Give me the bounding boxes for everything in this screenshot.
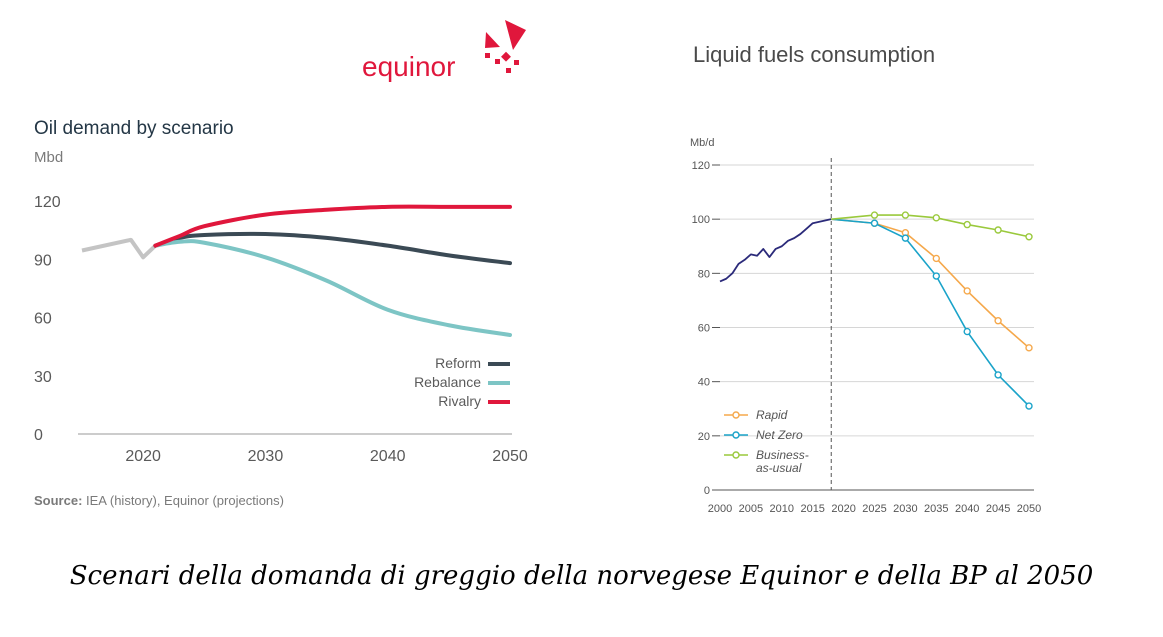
right-legend-label-net-zero: Net Zero: [756, 428, 803, 442]
right-y-tick-label: 80: [698, 268, 710, 280]
right-y-tick-label: 120: [692, 160, 710, 172]
equinor-logo-text: equinor: [362, 51, 455, 82]
right-point-net-zero: [901, 234, 910, 242]
right-y-tick-label: 60: [698, 323, 710, 335]
right-x-tick-label: 2040: [955, 503, 979, 515]
right-x-tick-label: 2015: [800, 503, 824, 515]
right-y-tick-label: 100: [692, 214, 710, 226]
equinor-logo-icon: [485, 20, 526, 73]
left-legend-label-rivalry: Rivalry: [438, 393, 481, 409]
right-point-rapid: [932, 254, 940, 263]
left-x-tick-label: 2020: [125, 448, 161, 465]
right-point-rapid: [994, 317, 1002, 325]
left-x-tick-label: 2030: [248, 448, 284, 465]
right-point-net-zero: [870, 219, 879, 227]
left-legend-label-reform: Reform: [435, 355, 481, 371]
right-point-net-zero: [1025, 402, 1033, 410]
left-x-tick-label: 2050: [492, 448, 528, 465]
left-y-tick-label: 0: [34, 427, 43, 444]
right-point-business-as-usual: [870, 211, 879, 219]
right-legend-marker-rapid: [732, 411, 740, 419]
left-y-tick-label: 120: [34, 194, 61, 211]
left-x-tick-label: 2040: [370, 448, 406, 465]
right-legend-label-rapid: Rapid: [756, 408, 788, 422]
right-x-tick-label: 2000: [708, 503, 732, 515]
right-legend-marker-net-zero: [732, 431, 740, 439]
left-chart-title: Oil demand by scenario: [34, 118, 234, 139]
left-chart: 0 30 60 90 120 2020 2030 2040 2050 Reform Rebalanc…: [34, 194, 528, 465]
left-y-tick-label: 30: [34, 369, 52, 386]
right-point-business-as-usual: [994, 226, 1002, 234]
left-legend-label-rebalance: Rebalance: [414, 374, 481, 390]
left-y-tick-label: 60: [34, 311, 52, 328]
right-x-tick-label: 2020: [831, 503, 855, 515]
right-x-tick-label: 2050: [1017, 503, 1041, 515]
right-point-business-as-usual: [963, 220, 971, 229]
right-point-business-as-usual: [1025, 233, 1033, 241]
figure-caption: Scenari della domanda di greggio della n…: [69, 561, 1094, 591]
right-point-net-zero: [963, 327, 971, 336]
left-series-line-rivalry: [153, 204, 512, 248]
right-point-rapid: [963, 287, 971, 295]
left-history-line: [81, 237, 157, 260]
right-legend-marker-business-as-usual: [732, 451, 740, 459]
right-y-unit: Mb/d: [690, 137, 714, 149]
right-x-tick-label: 2010: [770, 503, 794, 515]
right-x-tick-label: 2025: [862, 503, 886, 515]
left-source: Source: IEA (history), Equinor (projecti…: [34, 493, 284, 508]
left-series-line-rebalance: [153, 239, 512, 337]
right-point-business-as-usual: [932, 214, 940, 222]
left-y-unit: Mbd: [34, 149, 63, 166]
right-legend-label-business-as-usual: as-usual: [756, 461, 802, 475]
right-series-line-rapid: [831, 218, 1030, 349]
right-series-line-business-as-usual: [831, 214, 1030, 238]
right-chart-title: Liquid fuels consumption: [693, 42, 935, 67]
right-x-tick-label: 2035: [924, 503, 948, 515]
right-y-tick-label: 20: [698, 431, 710, 443]
right-history-line: [719, 218, 832, 283]
right-point-business-as-usual: [901, 211, 910, 219]
left-series-line-reform: [153, 231, 512, 266]
right-x-tick-label: 2045: [986, 503, 1010, 515]
right-point-rapid: [1025, 344, 1033, 352]
right-x-tick-label: 2005: [739, 503, 763, 515]
right-point-net-zero: [994, 371, 1002, 379]
right-point-net-zero: [932, 272, 940, 280]
right-y-tick-label: 0: [704, 485, 710, 497]
right-legend-label-business-as-usual: Business-: [756, 448, 809, 462]
right-x-tick-label: 2030: [893, 503, 917, 515]
left-y-tick-label: 90: [34, 252, 52, 269]
right-y-tick-label: 40: [698, 377, 710, 389]
